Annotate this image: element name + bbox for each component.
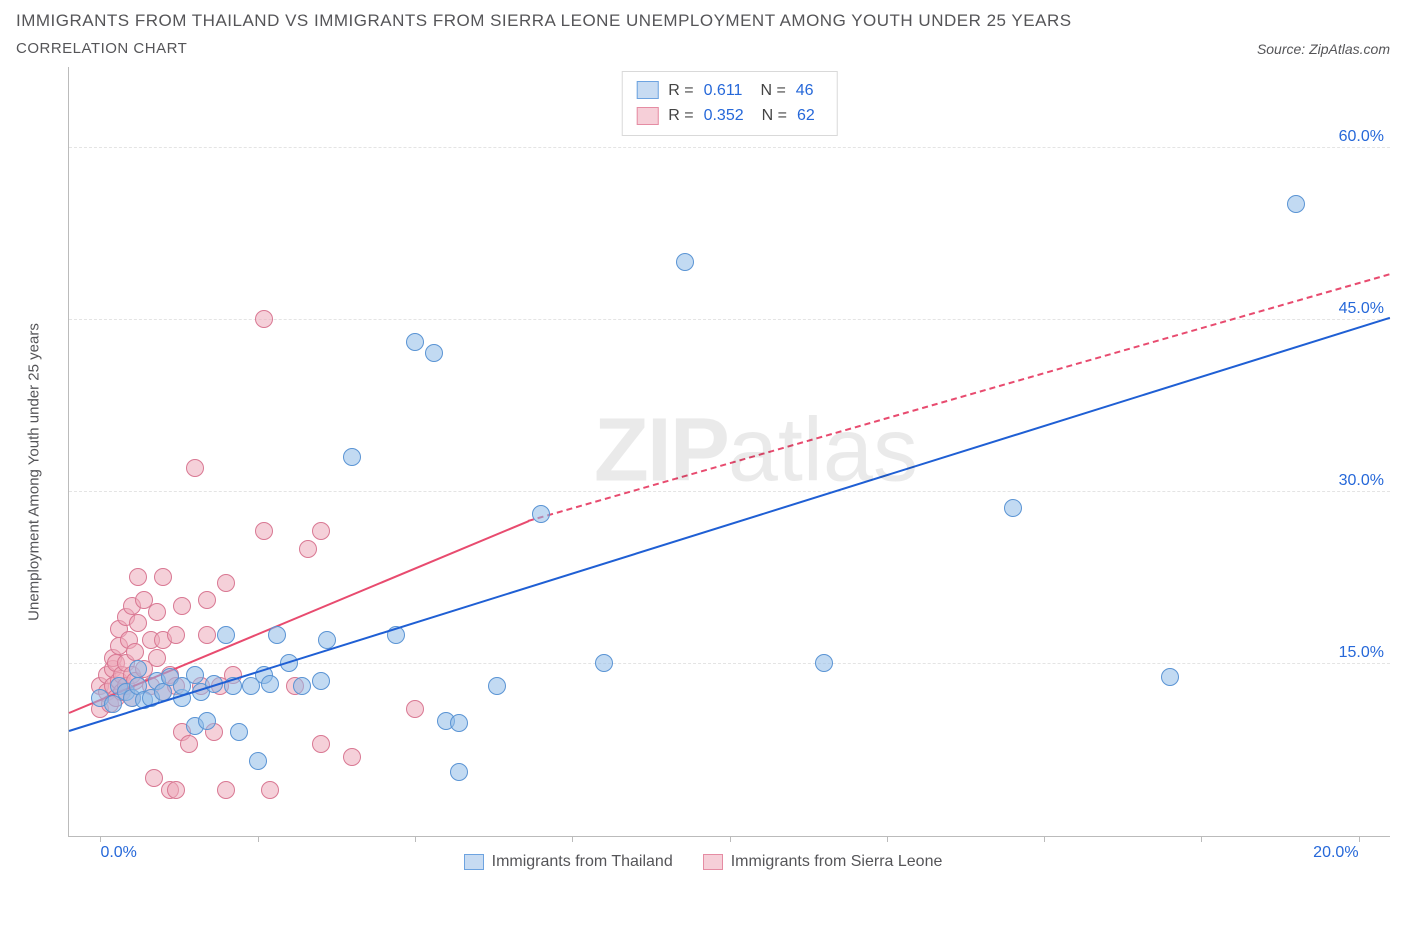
legend-swatch: [636, 107, 658, 125]
data-point-sierra-leone: [217, 574, 235, 592]
data-point-thailand: [261, 675, 279, 693]
data-point-sierra-leone: [173, 597, 191, 615]
data-point-sierra-leone: [129, 568, 147, 586]
data-point-sierra-leone: [180, 735, 198, 753]
data-point-thailand: [425, 344, 443, 362]
y-gridline: [69, 491, 1390, 492]
data-point-thailand: [450, 714, 468, 732]
data-point-sierra-leone: [148, 649, 166, 667]
x-tick: [1044, 836, 1045, 842]
data-point-thailand: [198, 712, 216, 730]
data-point-thailand: [312, 672, 330, 690]
data-point-sierra-leone: [255, 522, 273, 540]
data-point-thailand: [343, 448, 361, 466]
data-point-sierra-leone: [198, 591, 216, 609]
data-point-sierra-leone: [154, 568, 172, 586]
data-point-thailand: [406, 333, 424, 351]
legend-series-label: Immigrants from Thailand: [492, 853, 673, 871]
source-attribution: Source: ZipAtlas.com: [1257, 41, 1390, 57]
data-point-sierra-leone: [129, 614, 147, 632]
source-value: ZipAtlas.com: [1309, 41, 1390, 57]
data-point-thailand: [532, 505, 550, 523]
data-point-sierra-leone: [186, 459, 204, 477]
r-label: R =: [668, 103, 693, 129]
data-point-sierra-leone: [255, 310, 273, 328]
n-value: 46: [796, 78, 814, 104]
x-tick: [730, 836, 731, 842]
data-point-sierra-leone: [406, 700, 424, 718]
y-tick-label: 30.0%: [1339, 472, 1384, 490]
chart-title: IMMIGRANTS FROM THAILAND VS IMMIGRANTS F…: [16, 8, 1072, 34]
y-gridline: [69, 663, 1390, 664]
trend-line-extrapolated: [528, 273, 1390, 522]
data-point-thailand: [488, 677, 506, 695]
data-point-sierra-leone: [167, 626, 185, 644]
r-value: 0.352: [704, 103, 744, 129]
chart-subtitle: CORRELATION CHART: [16, 40, 1072, 57]
data-point-sierra-leone: [312, 522, 330, 540]
data-point-sierra-leone: [167, 781, 185, 799]
data-point-sierra-leone: [261, 781, 279, 799]
data-point-sierra-leone: [299, 540, 317, 558]
y-axis-label: Unemployment Among Youth under 25 years: [26, 323, 43, 621]
x-tick: [415, 836, 416, 842]
data-point-thailand: [249, 752, 267, 770]
x-tick: [1201, 836, 1202, 842]
legend-correlation-row: R = 0.352 N = 62: [636, 103, 823, 129]
correlation-legend: R = 0.611 N = 46 R = 0.352 N = 62: [621, 71, 838, 136]
y-tick-label: 45.0%: [1339, 300, 1384, 318]
data-point-thailand: [1004, 499, 1022, 517]
legend-swatch: [464, 854, 484, 870]
series-legend: Immigrants from Thailand Immigrants from …: [16, 853, 1390, 871]
y-tick-label: 60.0%: [1339, 128, 1384, 146]
data-point-thailand: [217, 626, 235, 644]
r-label: R =: [668, 78, 693, 104]
legend-correlation-row: R = 0.611 N = 46: [636, 78, 823, 104]
r-value: 0.611: [704, 78, 743, 104]
title-block: IMMIGRANTS FROM THAILAND VS IMMIGRANTS F…: [16, 8, 1072, 57]
y-tick-label: 15.0%: [1339, 644, 1384, 662]
legend-series-item: Immigrants from Sierra Leone: [703, 853, 943, 871]
data-point-thailand: [595, 654, 613, 672]
data-point-thailand: [186, 666, 204, 684]
x-tick: [258, 836, 259, 842]
data-point-sierra-leone: [312, 735, 330, 753]
data-point-sierra-leone: [145, 769, 163, 787]
x-tick: [1359, 836, 1360, 842]
x-tick: [100, 836, 101, 842]
chart-area: Unemployment Among Youth under 25 years …: [16, 67, 1390, 877]
x-tick: [572, 836, 573, 842]
data-point-sierra-leone: [126, 643, 144, 661]
data-point-thailand: [1161, 668, 1179, 686]
data-point-thailand: [293, 677, 311, 695]
data-point-thailand: [450, 763, 468, 781]
data-point-thailand: [676, 253, 694, 271]
n-label: N =: [762, 103, 787, 129]
data-point-thailand: [815, 654, 833, 672]
n-label: N =: [760, 78, 785, 104]
data-point-thailand: [129, 660, 147, 678]
data-point-sierra-leone: [217, 781, 235, 799]
data-point-thailand: [1287, 195, 1305, 213]
plot-region: ZIPatlas R =0.611N =46R =0.352N =62 15.0…: [68, 67, 1390, 837]
data-point-sierra-leone: [148, 603, 166, 621]
legend-swatch: [636, 81, 658, 99]
source-label: Source:: [1257, 41, 1305, 57]
legend-swatch: [703, 854, 723, 870]
data-point-sierra-leone: [198, 626, 216, 644]
legend-series-label: Immigrants from Sierra Leone: [731, 853, 943, 871]
data-point-thailand: [230, 723, 248, 741]
data-point-thailand: [268, 626, 286, 644]
y-gridline: [69, 147, 1390, 148]
n-value: 62: [797, 103, 815, 129]
data-point-sierra-leone: [343, 748, 361, 766]
legend-series-item: Immigrants from Thailand: [464, 853, 673, 871]
x-tick: [887, 836, 888, 842]
